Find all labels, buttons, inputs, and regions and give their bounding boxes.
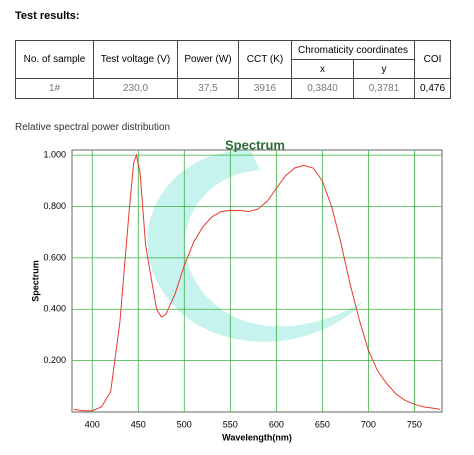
results-table: No. of sample Test voltage (V) Power (W) CC… <box>15 40 451 99</box>
header-cell: Test voltage (V) <box>93 40 178 79</box>
y-tick-label: 1.000 <box>43 150 66 160</box>
x-axis-label: Wavelength(nm) <box>222 432 292 442</box>
report-title: Test results: <box>15 10 80 22</box>
x-tick-label: 600 <box>269 419 284 429</box>
plot-area <box>71 149 443 413</box>
spectrum-line <box>73 153 441 412</box>
x-tick-label: 650 <box>315 419 330 429</box>
cell: 0,3840 <box>291 78 354 99</box>
x-tick-label: 400 <box>85 419 100 429</box>
header-cell: No. of sample <box>15 40 94 79</box>
y-axis-label: Spectrum <box>30 260 40 302</box>
x-tick-label: 750 <box>407 419 422 429</box>
y-tick-label: 0.400 <box>43 304 66 314</box>
section-label: Relative spectral power distribution <box>15 122 171 133</box>
watermark <box>147 150 365 342</box>
header-cell: Power (W) <box>177 40 239 79</box>
x-tick-label: 700 <box>361 419 376 429</box>
x-tick-label: 550 <box>223 419 238 429</box>
y-tick-label: 0.600 <box>43 252 66 262</box>
chart-title: Spectrum <box>225 137 285 152</box>
y-tick-label: 0.200 <box>43 355 66 365</box>
x-tick-label: 450 <box>131 419 146 429</box>
y-tick-label: 0.800 <box>43 201 66 211</box>
x-tick-label: 500 <box>177 419 192 429</box>
cell: 0,476 <box>414 78 451 99</box>
